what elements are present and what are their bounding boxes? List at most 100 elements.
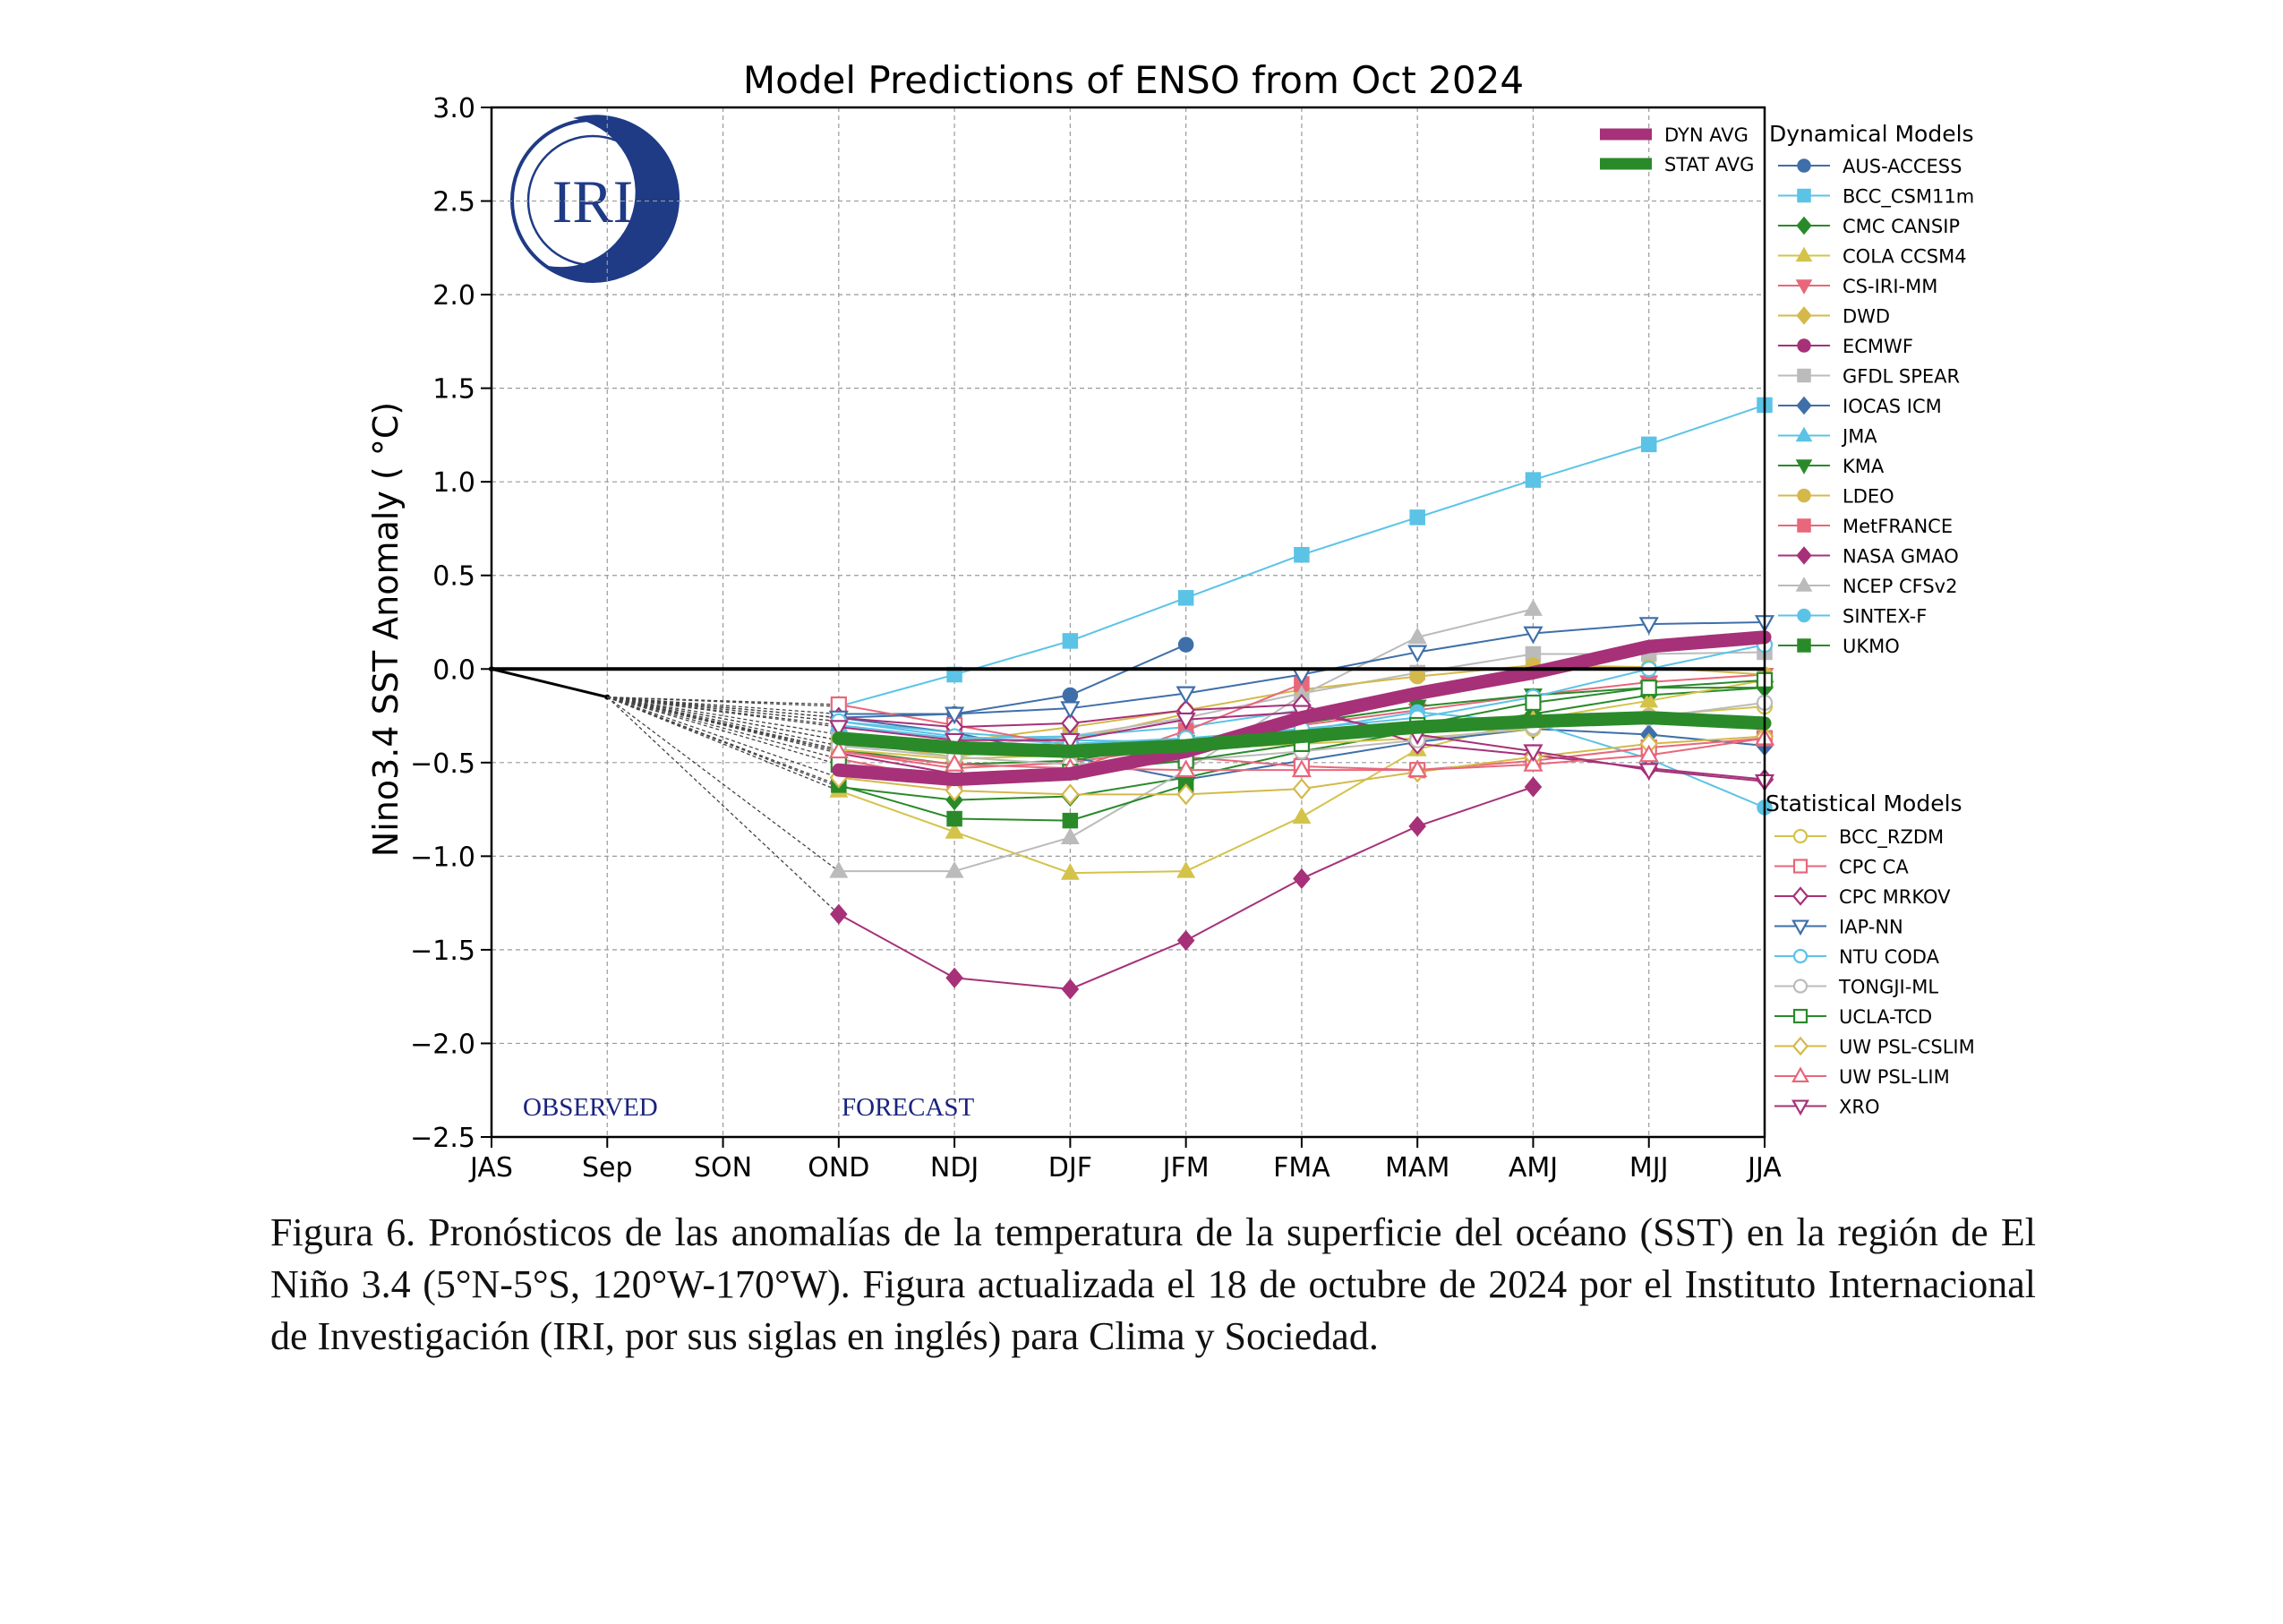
legend-item-cmc-cansip: CMC CANSIP [1778, 216, 1960, 237]
point-nasa-gmao [945, 967, 963, 988]
point-uw-psl-lim [1638, 744, 1659, 763]
x-tick-label: MAM [1385, 1152, 1449, 1184]
point-uw-psl-cslim [945, 780, 964, 802]
legend-title: Statistical Models [1766, 791, 1962, 816]
plot-frame [490, 106, 1766, 1139]
point-xro [1523, 744, 1543, 763]
legend-item-bcc-csm11m: BCC_CSM11m [1778, 186, 1974, 209]
legend-label: DYN AVG [1664, 124, 1749, 146]
series-aus-access [831, 637, 1194, 722]
forecast-fan-line [607, 696, 839, 719]
series-bcc-csm11m [831, 397, 1773, 714]
legend-label: DWD [1843, 306, 1890, 328]
legend-label: AUS-ACCESS [1843, 156, 1962, 177]
iri-logo-crescent [548, 115, 680, 282]
legend-marker-jma [1795, 426, 1813, 442]
forecast-fan-line [607, 697, 840, 791]
y-tick-label: 1.0 [432, 467, 475, 499]
legend-label: BCC_RZDM [1839, 826, 1944, 849]
point-bcc-csm11m [1525, 472, 1542, 488]
legend-marker-aus-access [1797, 158, 1811, 173]
legend-item-ncep-cfsv2: NCEP CFSv2 [1778, 576, 1957, 597]
point-xro [828, 720, 849, 738]
legend-item-dwd: DWD [1778, 306, 1890, 328]
legend-item-gfdl-spear: GFDL SPEAR [1778, 366, 1960, 388]
point-uw-psl-lim [1291, 759, 1312, 778]
legend-statistical-models: Statistical Models BCC_RZDM CPC CA CPC MRKO… [1766, 791, 1975, 1118]
forecast-fan-line [607, 697, 839, 760]
point-nasa-gmao [1061, 979, 1080, 1000]
legend-item-iocas-icm: IOCAS ICM [1778, 396, 1942, 417]
point-iap-nn [1176, 686, 1196, 705]
point-cola-ccsm4 [1639, 690, 1659, 708]
forecast-fan-line [607, 696, 839, 741]
legend-marker-ecmwf [1797, 338, 1811, 353]
point-ncep-cfsv2 [1407, 627, 1427, 645]
legend-marker-ukmo [1797, 638, 1811, 653]
legend-item-ukmo: UKMO [1778, 636, 1900, 657]
point-ncep-cfsv2 [829, 860, 849, 878]
legend-item-iap-nn: IAP-NN [1774, 917, 1903, 938]
legend-item-ucla-tcd: UCLA-TCD [1774, 1006, 1932, 1028]
chart-title: Model Predictions of ENSO from Oct 2024 [743, 58, 1524, 102]
legend-item-uw-psl-cslim: UW PSL-CSLIM [1774, 1037, 1975, 1058]
series-nasa-gmao [830, 776, 1543, 1000]
legend-label: UCLA-TCD [1839, 1006, 1932, 1028]
legend-label: TONGJI-ML [1838, 977, 1938, 998]
y-tick-label: 2.0 [432, 280, 475, 312]
legend-dynamical-models: Dynamical Models AUS-ACCESS BCC_CSM11m CMC … [1769, 121, 1974, 657]
point-iap-nn [1523, 626, 1543, 645]
point-cola-ccsm4 [1176, 860, 1196, 878]
point-bcc-csm11m [1294, 546, 1310, 563]
y-axis-label: Nino3.4 SST Anomaly ( °C) [366, 402, 406, 857]
forecast-fan-lines [606, 696, 840, 915]
legend-marker-cpc-mrkov [1791, 886, 1809, 906]
point-cpc-mrkov [1061, 712, 1080, 735]
series-line-stat-avg [832, 711, 1772, 758]
legend-marker-uw-psl-cslim [1791, 1036, 1809, 1056]
x-tick-label: OND [808, 1152, 869, 1184]
observed-segment [489, 666, 611, 700]
legend-label: UKMO [1843, 636, 1900, 657]
legend-item-stat-avg: STAT AVG [1600, 154, 1754, 175]
point-nasa-gmao [1524, 776, 1543, 798]
legend-marker-cpc-ca [1792, 859, 1808, 874]
legend-item-cpc-mrkov: CPC MRKOV [1774, 886, 1951, 908]
point-aus-access [1177, 637, 1194, 653]
legend-marker-kma [1795, 459, 1813, 474]
legend-marker-ncep-cfsv2 [1795, 577, 1813, 592]
legend-item-sintex-f: SINTEX-F [1778, 606, 1927, 628]
point-nasa-gmao [1293, 868, 1311, 890]
series-dyn-avg [832, 630, 1772, 787]
legend-marker-gfdl-spear [1797, 368, 1811, 383]
point-uw-psl-cslim [1176, 783, 1195, 806]
x-axis-ticks: JAS Sep SON OND NDJ DJF JFM FMA MAM AMJ MJJ JJA [468, 1137, 1782, 1184]
legend-item-jma: JMA [1778, 426, 1877, 448]
legend-label: COLA CCSM4 [1843, 246, 1967, 268]
y-tick-label: −2.0 [410, 1029, 475, 1060]
series-stat-avg [832, 711, 1772, 758]
legend-item-cs-iri-mm: CS-IRI-MM [1778, 276, 1937, 297]
forecast-fan-line [607, 696, 839, 728]
point-cola-ccsm4 [1292, 807, 1312, 825]
x-tick-label: AMJ [1509, 1152, 1558, 1184]
forecast-fan-line [607, 696, 839, 715]
legend-label: ECMWF [1843, 336, 1913, 357]
legend-label: NCEP CFSv2 [1843, 576, 1957, 597]
legend-label: NASA GMAO [1843, 546, 1959, 568]
observed-annotation: OBSERVED [523, 1093, 658, 1122]
legend-marker-ntu-coda [1792, 948, 1808, 964]
point-nasa-gmao [1176, 929, 1195, 952]
legend-label: GFDL SPEAR [1843, 366, 1960, 388]
x-tick-label: Sep [582, 1152, 633, 1184]
point-iap-nn [945, 706, 965, 725]
point-uw-psl-cslim [1292, 777, 1312, 800]
point-uw-psl-lim [945, 754, 965, 772]
forecast-fan-line [607, 696, 839, 722]
legend-label: KMA [1843, 456, 1885, 477]
y-tick-label: 3.0 [432, 93, 475, 124]
legend-marker-cola-ccsm4 [1795, 246, 1813, 262]
y-tick-label: −1.0 [410, 842, 475, 873]
point-iap-nn [1407, 645, 1428, 663]
forecast-fan-line [607, 697, 840, 779]
